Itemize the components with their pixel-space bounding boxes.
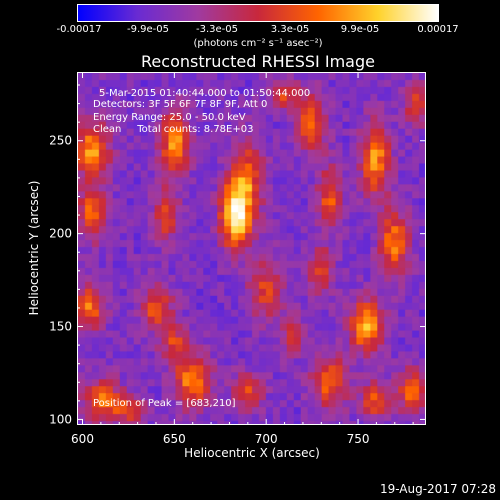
y-axis-label: Heliocentric Y (arcsec) — [27, 180, 41, 316]
colorbar-units: (photons cm⁻² s⁻¹ asec⁻²) — [193, 38, 323, 49]
energy-range-text: Energy Range: 25.0 - 50.0 keV — [93, 112, 246, 123]
detectors-text: Detectors: 3F 5F 6F 7F 8F 9F, Att 0 — [93, 99, 268, 110]
colorbar-tick-label: -0.00017 — [56, 24, 102, 35]
y-tick-label: 100 — [49, 412, 72, 426]
x-tick-label: 600 — [71, 432, 94, 446]
x-tick-label: 750 — [347, 432, 370, 446]
colorbar-tick-label: 3.3e-05 — [270, 24, 310, 35]
plot-area — [77, 72, 426, 425]
x-axis-label: Heliocentric X (arcsec) — [184, 446, 320, 460]
timestamp: 19-Aug-2017 07:28 — [379, 482, 496, 496]
colorbar-tick-label: -3.3e-05 — [196, 24, 238, 35]
heatmap-image — [78, 73, 425, 424]
colorbar-tick-label: -9.9e-05 — [127, 24, 169, 35]
y-tick-label: 250 — [49, 134, 72, 148]
colorbar-tick-label: 0.00017 — [417, 24, 459, 35]
clean-counts-text: Clean Total counts: 8.78E+03 — [93, 124, 254, 135]
colorbar-gradient — [78, 5, 438, 21]
x-tick-label: 700 — [255, 432, 278, 446]
colorbar — [77, 4, 439, 22]
time-range-text: 5-Mar-2015 01:40:44.000 to 01:50:44.000 — [99, 88, 311, 99]
colorbar-tick-label: 9.9e-05 — [340, 24, 380, 35]
y-tick-label: 200 — [49, 227, 72, 241]
chart-title: Reconstructed RHESSI Image — [141, 52, 375, 71]
peak-position-text: Position of Peak = [683,210] — [93, 398, 236, 409]
y-tick-label: 150 — [49, 320, 72, 334]
x-tick-label: 650 — [163, 432, 186, 446]
